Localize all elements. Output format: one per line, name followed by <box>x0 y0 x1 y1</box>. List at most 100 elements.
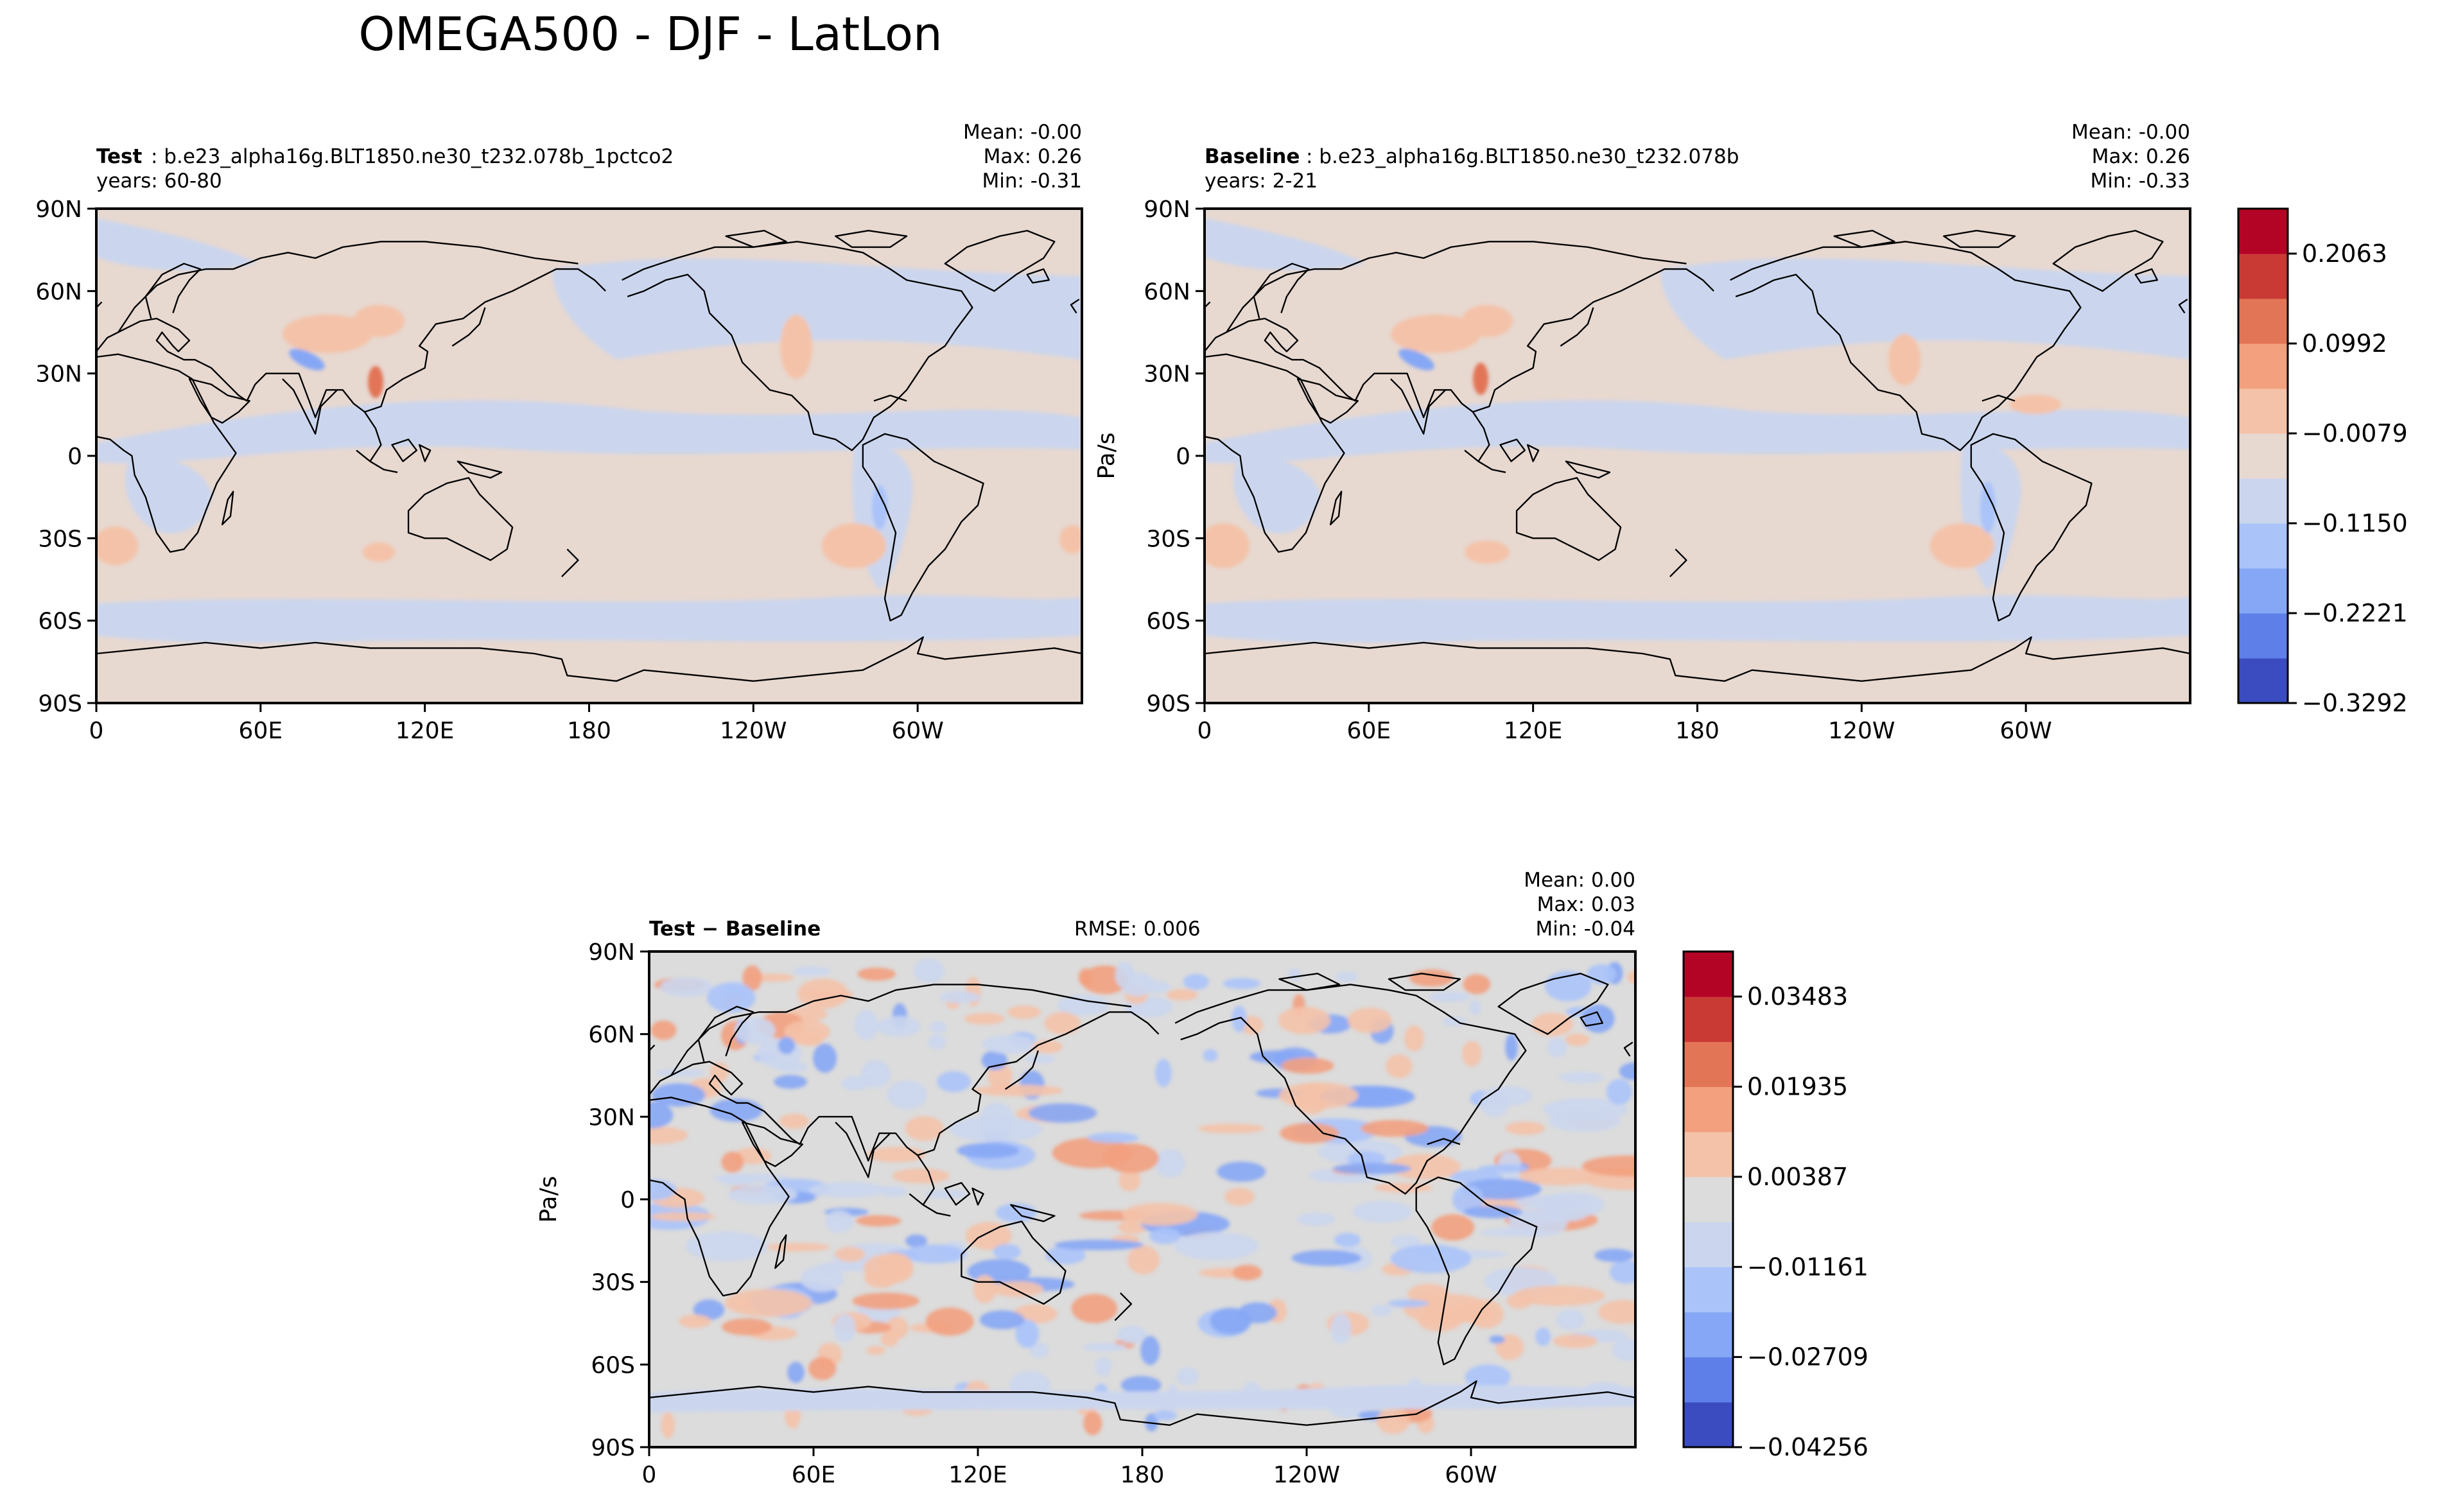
panel-years: years: 2-21 <box>1205 169 1318 193</box>
panel-title-rest: : b.e23_alpha16g.BLT1850.ne30_t232.078b_… <box>151 145 674 168</box>
stat-min: Min: -0.33 <box>2090 169 2190 193</box>
contours <box>96 218 1082 643</box>
positive-cell <box>1461 305 1513 337</box>
anomaly-cell <box>991 1281 1043 1298</box>
anomaly-cell <box>1119 1169 1141 1192</box>
colorbar-segment <box>1684 1222 1733 1267</box>
anomaly-cell <box>1078 968 1092 986</box>
colorbar-segment <box>2238 658 2288 704</box>
positive-cell <box>283 315 372 353</box>
anomaly-cell <box>774 1075 808 1089</box>
colorbar-segment <box>1684 1131 1733 1177</box>
anomaly-cell <box>852 1292 919 1310</box>
anomaly-cell <box>1512 1285 1606 1306</box>
anomaly-cell <box>1224 1188 1255 1206</box>
anomaly-cell <box>1463 1206 1523 1219</box>
panel-difference: Test − Baseline RMSE: 0.006 Mean: 0.00 M… <box>535 869 1637 1488</box>
positive-cell-strong <box>1473 363 1488 395</box>
negative-band-storm-track-north <box>552 258 1082 360</box>
positive-cell <box>353 305 405 337</box>
anomaly-cell <box>679 1314 711 1328</box>
anomaly-cell <box>1619 1062 1635 1081</box>
anomaly-cell <box>1334 1233 1361 1247</box>
stat-min: Min: -0.04 <box>1535 917 1635 941</box>
anomaly-cell <box>1612 1338 1635 1361</box>
colorbar-tick-label: −0.1150 <box>2302 509 2408 537</box>
negative-band <box>1205 400 2190 464</box>
anomaly-cell <box>1452 1185 1484 1214</box>
colorbar-segment <box>2238 299 2288 344</box>
y-tick-label: 60N <box>35 279 82 305</box>
x-tick-label: 60E <box>792 1462 836 1488</box>
anomaly-cell <box>652 1083 706 1107</box>
anomaly-cell <box>1052 1137 1133 1169</box>
anomaly-cell <box>650 1020 677 1040</box>
anomaly-cell <box>1278 1006 1331 1034</box>
field-difference <box>649 952 1635 1447</box>
anomaly-cell <box>1291 1249 1362 1266</box>
anomaly-cell <box>808 1357 837 1380</box>
anomaly-cell <box>724 1289 812 1317</box>
negative-band-southern <box>1205 595 2190 643</box>
anomaly-cell <box>833 1314 856 1343</box>
y-axis-label: Pa/s <box>1093 432 1120 479</box>
anomaly-cell <box>1519 1167 1603 1186</box>
anomaly-cell <box>1556 1309 1585 1330</box>
stat-mean: Mean: 0.00 <box>1524 869 1635 892</box>
stat-max: Max: 0.03 <box>1537 893 1635 916</box>
anomaly-cell <box>1223 978 1260 989</box>
anomaly-cell <box>993 1244 1021 1260</box>
stat-min: Min: -0.31 <box>982 169 1082 193</box>
anomaly-cell <box>1463 974 1491 995</box>
anomaly-cell <box>1531 1012 1573 1036</box>
positive-cell-strong <box>368 366 383 398</box>
y-tick-label: 0 <box>620 1187 635 1213</box>
positive-cell <box>1205 523 1249 568</box>
colorbar-main: 0.2063 0.0992 −0.0079 −0.1150 −0.2221 −0.3292 <box>2237 207 2408 717</box>
colorbar-segment <box>1684 1402 1733 1448</box>
anomaly-cell <box>1606 1079 1632 1105</box>
anomaly-cell <box>1548 1111 1621 1132</box>
positive-cell <box>1059 525 1082 553</box>
negative-band-arctic <box>96 218 257 270</box>
anomaly-cell <box>792 966 831 977</box>
x-tick-label: 120E <box>948 1462 1007 1488</box>
anomaly-cell <box>1361 1120 1429 1137</box>
y-tick-label: 60S <box>591 1352 635 1378</box>
colorbar-tick-label: 0.03483 <box>1747 982 1848 1011</box>
anomaly-cell <box>1127 1246 1160 1274</box>
anomaly-cell <box>1280 1122 1339 1143</box>
anomaly-cell <box>659 977 713 997</box>
anomaly-cell <box>905 1116 944 1141</box>
anomaly-cell <box>880 1186 907 1197</box>
colorbar-tick-label: −0.04256 <box>1747 1433 1868 1461</box>
field-test <box>96 209 1082 703</box>
anomaly-cell <box>1377 1408 1410 1434</box>
positive-cell <box>780 315 812 379</box>
anomaly-cell <box>661 1412 675 1439</box>
anomaly-cell <box>775 1061 808 1073</box>
x-ticks: 0 60E 120E 180 120W 60W <box>1197 703 2052 744</box>
anomaly-cell <box>1335 971 1358 982</box>
x-ticks: 0 60E 120E 180 120W 60W <box>642 1447 1497 1488</box>
anomaly-cell <box>924 1189 968 1199</box>
anomaly-cell <box>1535 1327 1551 1346</box>
anomaly-cell <box>835 1247 866 1262</box>
colorbar-segment <box>1684 1312 1733 1358</box>
anomaly-cell <box>1431 1214 1475 1241</box>
anomaly-cell <box>649 1101 674 1129</box>
anomaly-cell <box>649 1179 677 1201</box>
anomaly-cell <box>1429 991 1471 1002</box>
anomaly-cell <box>905 1234 928 1247</box>
x-tick-label: 180 <box>1120 1462 1165 1488</box>
anomaly-cell <box>855 1215 901 1227</box>
anomaly-cell <box>794 1032 820 1046</box>
anomaly-cell <box>1404 1025 1424 1052</box>
anomaly-cell <box>1333 1163 1411 1175</box>
colorbar-tick-label: −0.2221 <box>2302 599 2408 627</box>
negative-cell <box>1980 482 1996 533</box>
anomaly-cell <box>805 989 854 1000</box>
anomaly-cell <box>887 1080 928 1109</box>
anomaly-cell <box>1197 1124 1265 1134</box>
anomaly-cell <box>1007 1005 1041 1019</box>
